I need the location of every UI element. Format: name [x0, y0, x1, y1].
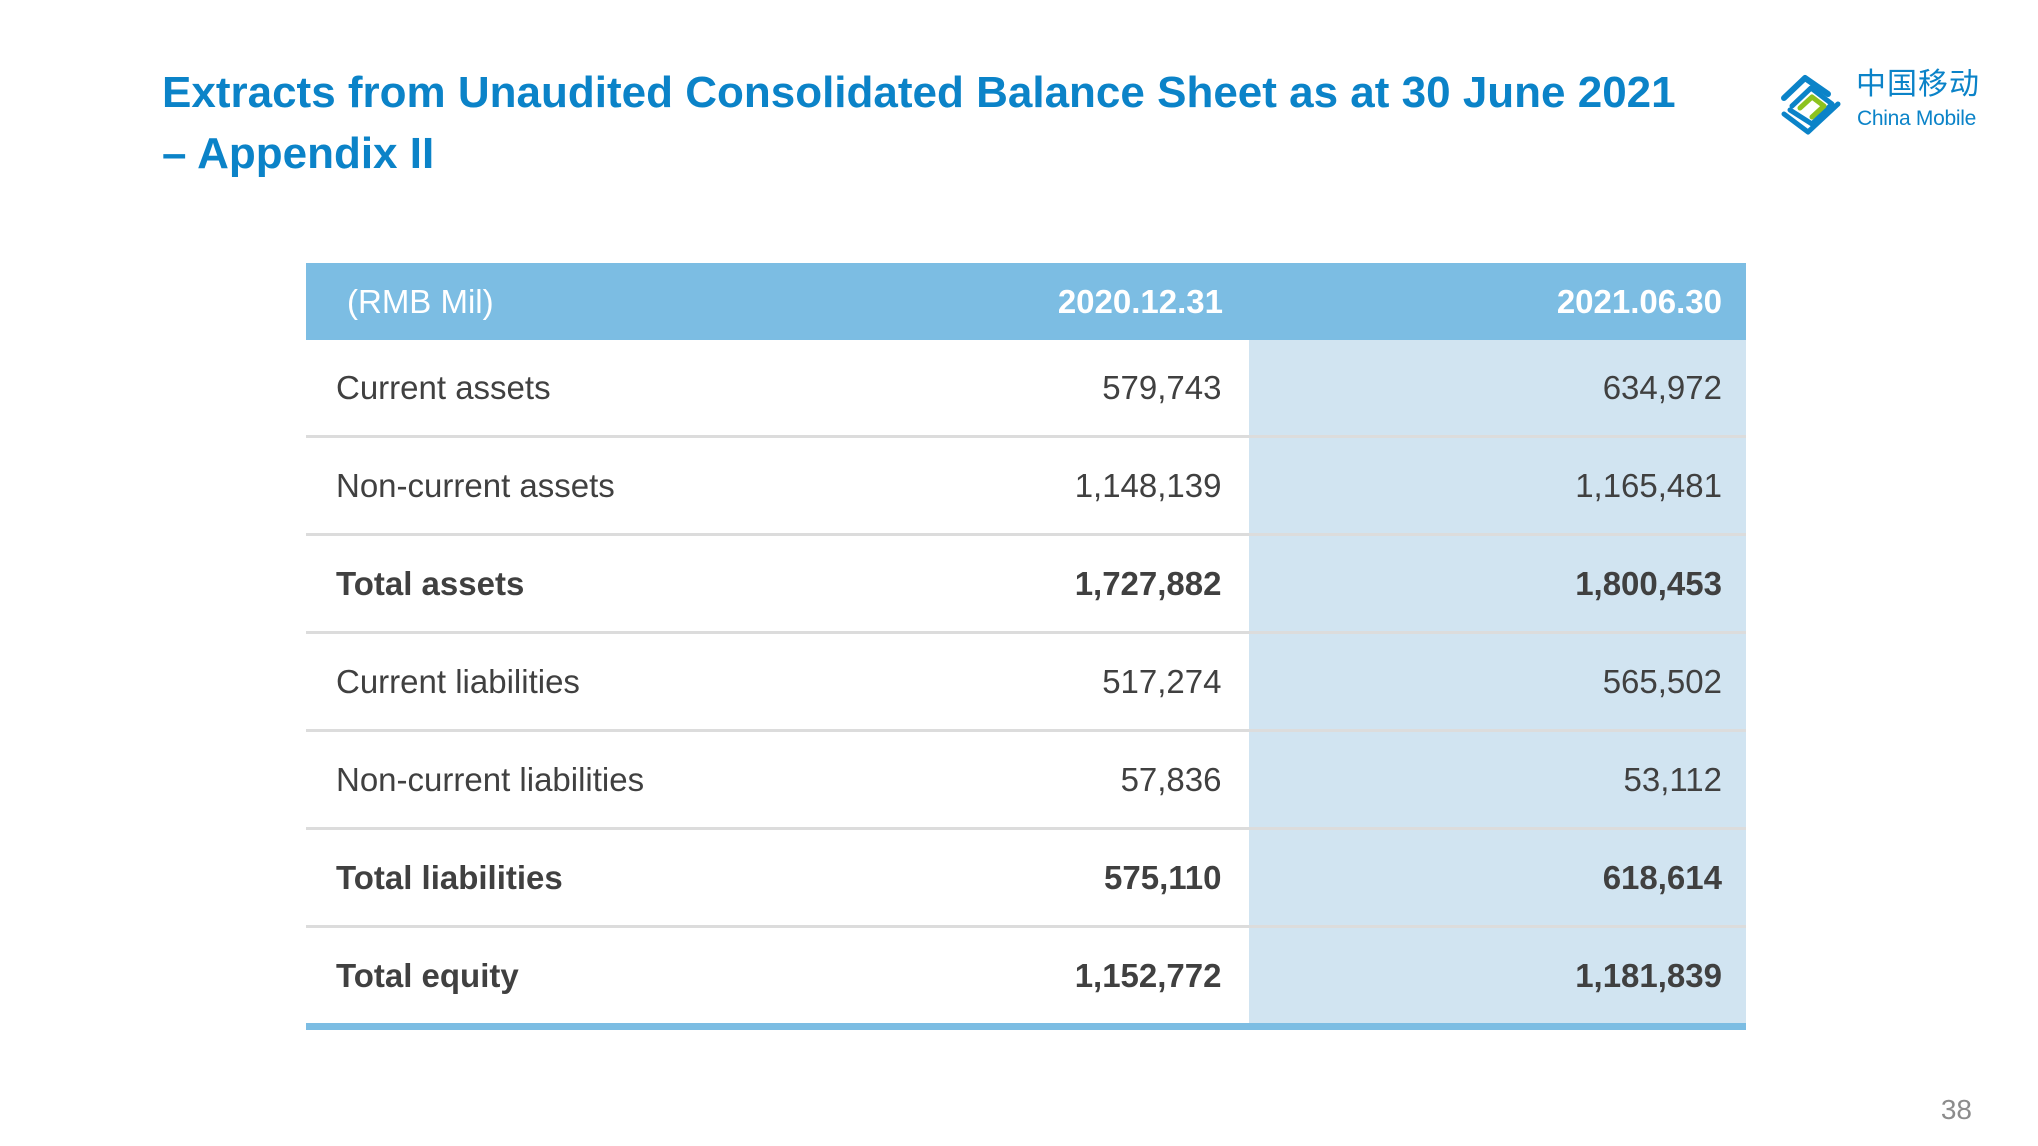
header-unit: (RMB Mil) [306, 263, 933, 340]
page-number: 38 [1940, 1094, 1972, 1125]
slide-title-line-1: Extracts from Unaudited Consolidated Bal… [162, 68, 1676, 117]
value-2021: 618,614 [1245, 828, 1746, 928]
table-row-current-assets: Current assets 579,743 634,972 [306, 340, 1746, 438]
value-2021: 565,502 [1245, 632, 1746, 732]
table-header-row: (RMB Mil) 2020.12.31 2021.06.30 [306, 263, 1746, 340]
table-row-current-liabilities: Current liabilities 517,274 565,502 [306, 632, 1746, 732]
row-label: Current assets [306, 340, 933, 438]
slide-title: Extracts from Unaudited Consolidated Bal… [162, 62, 1722, 184]
slide-title-line-2: – Appendix II [162, 129, 435, 178]
china-mobile-logo: 中国移动 China Mobile [1778, 64, 1988, 140]
table-row-non-current-assets: Non-current assets 1,148,139 1,165,481 [306, 436, 1746, 536]
logo-english-name: China Mobile [1857, 107, 1976, 130]
value-2021: 1,165,481 [1245, 436, 1746, 536]
table-row-total-equity: Total equity 1,152,772 1,181,839 [306, 926, 1746, 1030]
row-label: Total equity [306, 926, 933, 1030]
value-2020: 575,110 [933, 828, 1247, 928]
table-row-non-current-liabilities: Non-current liabilities 57,836 53,112 [306, 730, 1746, 830]
value-2021: 1,800,453 [1245, 534, 1746, 634]
balance-sheet-table: (RMB Mil) 2020.12.31 2021.06.30 Current … [306, 263, 1746, 1030]
value-2020: 1,148,139 [933, 436, 1247, 536]
row-label: Non-current liabilities [306, 730, 933, 830]
header-2021: 2021.06.30 [1247, 263, 1746, 340]
row-label: Current liabilities [306, 632, 933, 732]
table-row-total-assets: Total assets 1,727,882 1,800,453 [306, 534, 1746, 634]
row-label: Non-current assets [306, 436, 933, 536]
value-2020: 1,152,772 [933, 926, 1247, 1030]
china-mobile-logo-icon [1781, 75, 1841, 135]
header-2020: 2020.12.31 [933, 263, 1247, 340]
value-2020: 579,743 [933, 340, 1247, 438]
value-2021: 634,972 [1245, 340, 1746, 438]
row-label: Total assets [306, 534, 933, 634]
logo-chinese-name: 中国移动 [1856, 67, 1980, 102]
value-2020: 57,836 [933, 730, 1247, 830]
value-2020: 517,274 [933, 632, 1247, 732]
value-2020: 1,727,882 [933, 534, 1247, 634]
value-2021: 53,112 [1245, 730, 1746, 830]
value-2021: 1,181,839 [1245, 926, 1746, 1030]
row-label: Total liabilities [306, 828, 933, 928]
table-row-total-liabilities: Total liabilities 575,110 618,614 [306, 828, 1746, 928]
